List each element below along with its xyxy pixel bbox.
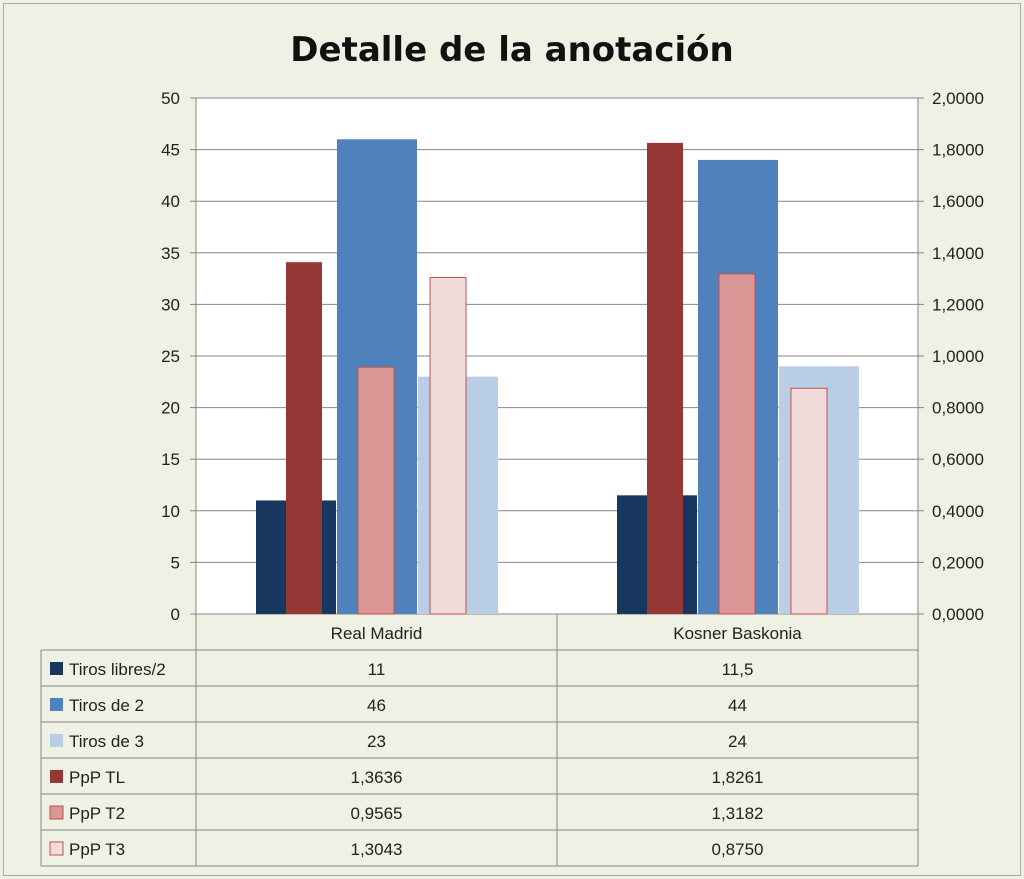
legend-series-name: PpP T3 bbox=[69, 840, 125, 859]
bar-ppp-tl bbox=[647, 142, 683, 614]
data-table: Real Madrid Kosner Baskonia Tiros libres/2… bbox=[40, 614, 919, 867]
table-value: 1,3182 bbox=[712, 804, 764, 823]
table-value: 11,5 bbox=[722, 660, 754, 679]
table-category-label: Real Madrid bbox=[331, 624, 423, 643]
secondary-axis-bars bbox=[286, 142, 828, 615]
legend-series-name: Tiros libres/2 bbox=[69, 660, 166, 679]
right-axis-tick-label: 0,2000 bbox=[932, 553, 984, 572]
right-axis-tick-label: 0,0000 bbox=[932, 605, 984, 624]
right-axis-tick-label: 1,2000 bbox=[932, 295, 984, 314]
legend-key bbox=[50, 662, 63, 675]
right-axis-tick-label: 1,6000 bbox=[932, 192, 984, 211]
table-value: 0,8750 bbox=[712, 840, 764, 859]
table-value: 1,8261 bbox=[712, 768, 764, 787]
chart-title: Detalle de la anotación bbox=[290, 30, 733, 70]
left-axis-tick-label: 50 bbox=[161, 89, 180, 108]
table-value: 23 bbox=[367, 732, 386, 751]
legend-series-name: PpP T2 bbox=[69, 804, 125, 823]
left-axis-tick-label: 0 bbox=[171, 605, 180, 624]
bar-ppp-t3 bbox=[790, 387, 828, 615]
axes: 0 0,0000 5 0,2000 10 0,4000 15 0,6000 20 0,8000 25… bbox=[161, 89, 984, 624]
bar-ppp-tl bbox=[286, 262, 322, 614]
right-axis-tick-label: 2,0000 bbox=[932, 89, 984, 108]
legend-key bbox=[49, 841, 64, 856]
legend-key bbox=[50, 770, 63, 783]
bar-ppp-t2 bbox=[718, 273, 756, 615]
right-axis-tick-label: 0,6000 bbox=[932, 450, 984, 469]
table-value: 46 bbox=[367, 696, 386, 715]
bar-ppp-t2 bbox=[357, 366, 395, 615]
right-axis-tick-label: 1,0000 bbox=[932, 347, 984, 366]
bar-ppp-t3 bbox=[429, 276, 467, 615]
left-axis-tick-label: 25 bbox=[161, 347, 180, 366]
legend-series-name: Tiros de 3 bbox=[69, 732, 144, 751]
legend-key bbox=[50, 698, 63, 711]
right-axis-tick-label: 0,8000 bbox=[932, 399, 984, 418]
table-value: 0,9565 bbox=[351, 804, 403, 823]
legend-series-name: Tiros de 2 bbox=[69, 696, 144, 715]
left-axis-tick-label: 5 bbox=[171, 553, 180, 572]
table-value: 1,3043 bbox=[351, 840, 403, 859]
right-axis-tick-label: 1,8000 bbox=[932, 141, 984, 160]
table-value: 44 bbox=[728, 696, 747, 715]
left-axis-tick-label: 35 bbox=[161, 244, 180, 263]
left-axis-tick-label: 15 bbox=[161, 450, 180, 469]
right-axis-tick-label: 0,4000 bbox=[932, 502, 984, 521]
legend-series-name: PpP TL bbox=[69, 768, 125, 787]
left-axis-tick-label: 40 bbox=[161, 192, 180, 211]
table-value: 11 bbox=[368, 660, 386, 679]
right-axis-tick-label: 1,4000 bbox=[932, 244, 984, 263]
table-value: 24 bbox=[728, 732, 747, 751]
table-value: 1,3636 bbox=[351, 768, 403, 787]
legend-key bbox=[49, 805, 64, 820]
left-axis-tick-label: 30 bbox=[161, 295, 180, 314]
left-axis-tick-label: 10 bbox=[161, 502, 180, 521]
left-axis-tick-label: 45 bbox=[161, 141, 180, 160]
left-axis-tick-label: 20 bbox=[161, 399, 180, 418]
legend-key bbox=[50, 734, 63, 747]
chart-svg: Detalle de la anotación 0 0,0000 5 0,2000 10… bbox=[40, 30, 984, 867]
chart-frame: Detalle de la anotación 0 0,0000 5 0,2000 10… bbox=[3, 3, 1021, 876]
table-category-label: Kosner Baskonia bbox=[673, 624, 802, 643]
